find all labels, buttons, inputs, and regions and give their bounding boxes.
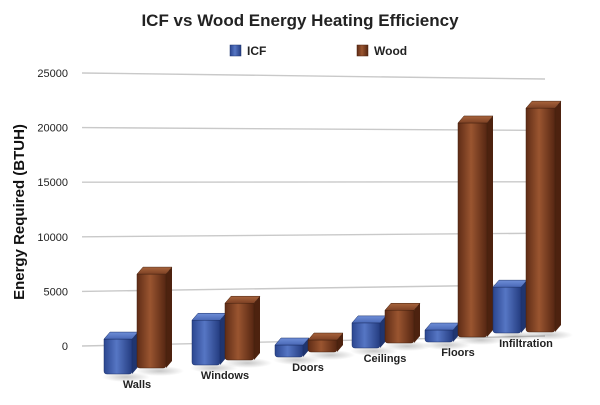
bar-wood-walls <box>134 266 185 376</box>
bar-front <box>457 122 488 338</box>
bar-shadow <box>102 372 150 382</box>
bar-front <box>424 329 454 343</box>
y-tick-label: 5000 <box>44 286 68 298</box>
chart-title: ICF vs Wood Energy Heating Efficiency <box>141 11 459 30</box>
bar-icf-doors <box>273 337 321 365</box>
bar-icf-walls <box>102 331 150 382</box>
bar-icf-infiltration <box>491 279 539 341</box>
bar-front <box>384 309 415 344</box>
bar-side <box>555 101 561 332</box>
y-tick-label: 0 <box>62 341 68 353</box>
bar-side <box>254 296 260 360</box>
bar-front <box>224 302 255 361</box>
bar-shadow <box>382 341 433 351</box>
bar-top <box>274 337 310 346</box>
bar-wood-infiltration <box>523 100 574 340</box>
bar-side <box>521 280 527 333</box>
bar-front <box>274 344 304 358</box>
legend-swatch-wood <box>356 44 369 57</box>
x-tick-label-doors: Doors <box>292 362 324 374</box>
bar-wood-doors <box>305 332 356 360</box>
bar-side <box>487 115 493 337</box>
bar-side <box>453 323 459 342</box>
bar-front <box>525 107 556 333</box>
bar-side <box>414 303 420 343</box>
x-tick-label-floors: Floors <box>441 347 475 359</box>
bar-shadow <box>423 340 471 350</box>
bar-wood-floors <box>455 115 506 345</box>
bar-icf-ceilings <box>350 315 398 356</box>
bar-shadow <box>523 330 574 340</box>
bar-shadow <box>273 355 321 365</box>
bar-top <box>351 315 387 324</box>
bar-wood-ceilings <box>382 302 433 351</box>
bar-top <box>136 266 173 275</box>
bar-shadow <box>222 358 273 368</box>
legend: ICF Wood <box>229 44 407 58</box>
y-tick-label: 15000 <box>37 177 68 189</box>
bar-shadow <box>305 350 356 360</box>
bar-front <box>351 322 381 349</box>
bar-front <box>136 273 167 369</box>
bar-side <box>337 333 343 352</box>
bar-front <box>103 338 133 375</box>
bar-top <box>224 295 261 304</box>
bar-top <box>103 331 139 340</box>
bar-side <box>220 313 226 365</box>
legend-label-icf: ICF <box>247 44 266 58</box>
bar-shadow <box>134 366 185 376</box>
bar-shadow <box>190 363 238 373</box>
bar-front <box>492 286 522 334</box>
x-tick-labels: Walls Windows Doors Ceilings Floors Infiltrat… <box>123 338 553 391</box>
bar-top <box>525 100 562 109</box>
bars <box>102 100 574 382</box>
bar-top <box>424 322 460 331</box>
y-tick-label: 25000 <box>37 68 68 80</box>
bar-icf-floors <box>423 322 471 350</box>
bar-top <box>492 279 528 288</box>
bar-side <box>303 338 309 357</box>
bar-top <box>384 302 421 311</box>
x-tick-label-ceilings: Ceilings <box>364 353 407 365</box>
bar-front <box>191 319 221 366</box>
bar-front <box>307 339 338 353</box>
bar-icf-windows <box>190 312 238 373</box>
x-tick-label-windows: Windows <box>201 370 249 382</box>
y-tick-labels: 0 5000 10000 15000 20000 25000 <box>37 68 68 353</box>
bar-top <box>457 115 494 124</box>
y-axis-label: Energy Required (BTUH) <box>11 124 28 300</box>
bar-top <box>191 312 227 321</box>
legend-label-wood: Wood <box>374 44 407 58</box>
bar-wood-windows <box>222 295 273 368</box>
gridline-25000 <box>81 72 546 80</box>
bar-shadow <box>350 346 398 356</box>
bar-side <box>166 267 172 368</box>
x-tick-label-walls: Walls <box>123 379 151 391</box>
bar-top <box>307 332 344 341</box>
bar-side <box>132 332 138 374</box>
y-tick-label: 20000 <box>37 123 68 135</box>
legend-swatch-icf <box>229 44 242 57</box>
y-tick-label: 10000 <box>37 232 68 244</box>
x-tick-label-infiltration: Infiltration <box>499 338 553 350</box>
bar-side <box>380 315 386 348</box>
